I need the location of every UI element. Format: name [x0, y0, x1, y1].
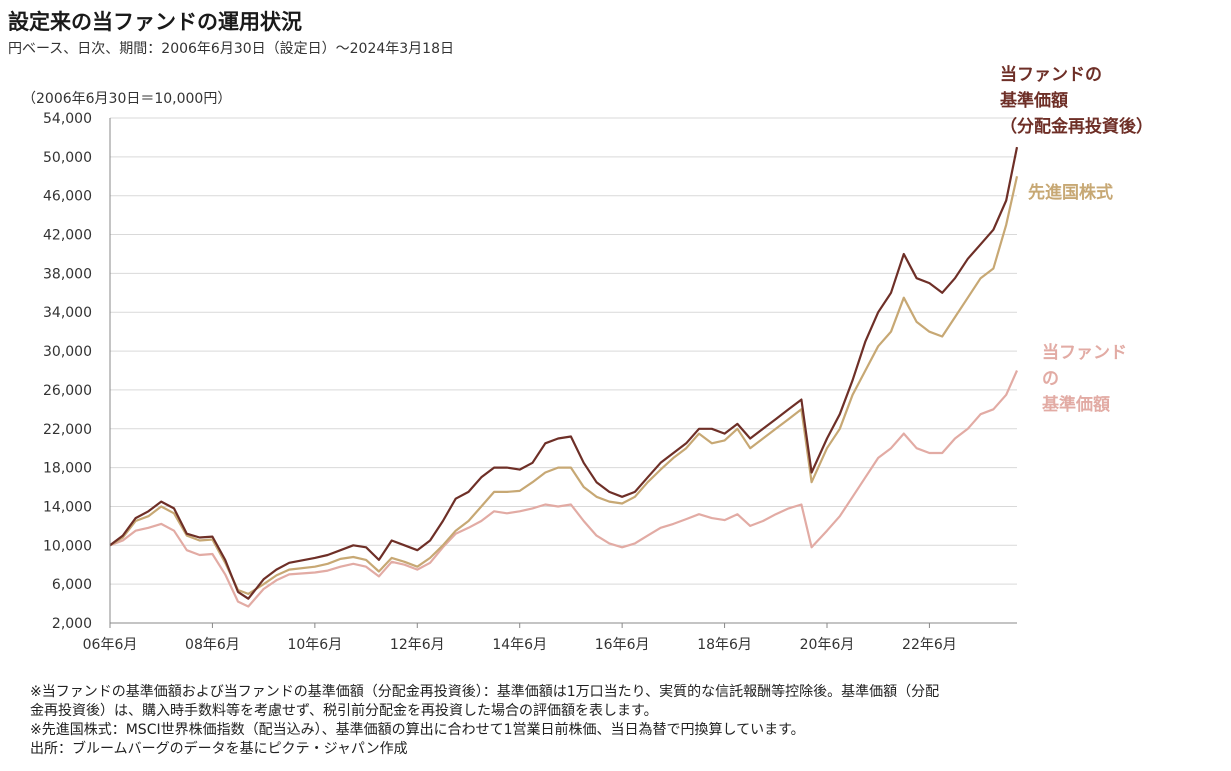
y-tick-label: 30,000	[43, 344, 92, 360]
y-tick-label: 10,000	[43, 538, 92, 554]
footnote-2: 金再投資後）は、購入時手数料等を考慮せず、税引前分配金を再投資した場合の評価額を…	[30, 703, 658, 719]
series-label-world-line1: 先進国株式	[1028, 183, 1113, 203]
series-label-reinvested-line1: 当ファンドの	[1000, 65, 1102, 85]
grid-lines	[110, 117, 1017, 585]
series-label-nav: 当ファンド の 基準価額	[1042, 340, 1127, 418]
series-label-reinvested: 当ファンドの 基準価額 （分配金再投資後）	[1000, 62, 1153, 140]
x-tick-label: 06年6月	[83, 637, 138, 653]
y-tick-label: 46,000	[43, 189, 92, 205]
series-label-world: 先進国株式	[1028, 180, 1113, 206]
footnotes: ※当ファンドの基準価額および当ファンドの基準価額（分配金再投資後）：基準価額は1…	[30, 683, 1210, 759]
series-line-reinvested	[109, 146, 1019, 600]
x-tick-label: 16年6月	[595, 637, 650, 653]
footnote-3: ※先進国株式：MSCI世界株価指数（配当込み）、基準価額の算出に合わせて1営業日…	[30, 722, 805, 738]
series-label-nav-line2: の	[1042, 369, 1059, 389]
chart-subtitle: 円ベース、日次、期間：2006年6月30日（設定日）～2024年3月18日	[8, 41, 454, 57]
y-tick-label: 42,000	[43, 228, 92, 244]
series-label-reinvested-line3: （分配金再投資後）	[1000, 117, 1153, 137]
y-tick-label: 38,000	[43, 266, 92, 282]
line-chart: 2,000 6,000 10,000 14,000 18,000 22,000 26,000…	[43, 111, 1019, 653]
series-lines	[109, 146, 1019, 608]
y-tick-label: 26,000	[43, 383, 92, 399]
series-label-reinvested-line2: 基準価額	[1000, 91, 1068, 111]
series-label-nav-line1: 当ファンド	[1042, 343, 1127, 363]
y-tick-label: 22,000	[43, 422, 92, 438]
y-tick-label: 14,000	[43, 499, 92, 515]
series-line-world	[109, 176, 1019, 596]
y-axis-ticks: 2,000 6,000 10,000 14,000 18,000 22,000 26,000…	[43, 111, 92, 632]
x-tick-label: 18年6月	[697, 637, 752, 653]
y-tick-label: 18,000	[43, 461, 92, 477]
chart-title: 設定来の当ファンドの運用状況	[8, 10, 302, 34]
x-tick-label: 12年6月	[390, 637, 445, 653]
footnote-4: 出所：ブルームバーグのデータを基にピクテ・ジャパン作成	[30, 741, 408, 757]
x-tick-label: 20年6月	[800, 637, 855, 653]
x-tick-label: 10年6月	[287, 637, 342, 653]
x-tick-label: 22年6月	[902, 637, 957, 653]
y-tick-label: 34,000	[43, 305, 92, 321]
x-axis-ticks: 06年6月 08年6月 10年6月 12年6月 14年6月 16年6月 18年6月 20年6月…	[83, 623, 957, 653]
x-tick-label: 14年6月	[492, 637, 547, 653]
y-tick-label: 50,000	[43, 150, 92, 166]
series-label-nav-line3: 基準価額	[1042, 395, 1110, 415]
y-tick-label: 6,000	[52, 577, 92, 593]
x-tick-label: 08年6月	[185, 637, 240, 653]
series-line-nav	[109, 370, 1019, 608]
footnote-1: ※当ファンドの基準価額および当ファンドの基準価額（分配金再投資後）：基準価額は1…	[30, 684, 940, 700]
y-tick-label: 2,000	[52, 616, 92, 632]
y-tick-label: 54,000	[43, 111, 92, 127]
y-axis-unit-label: （2006年6月30日＝10,000円）	[22, 91, 232, 107]
